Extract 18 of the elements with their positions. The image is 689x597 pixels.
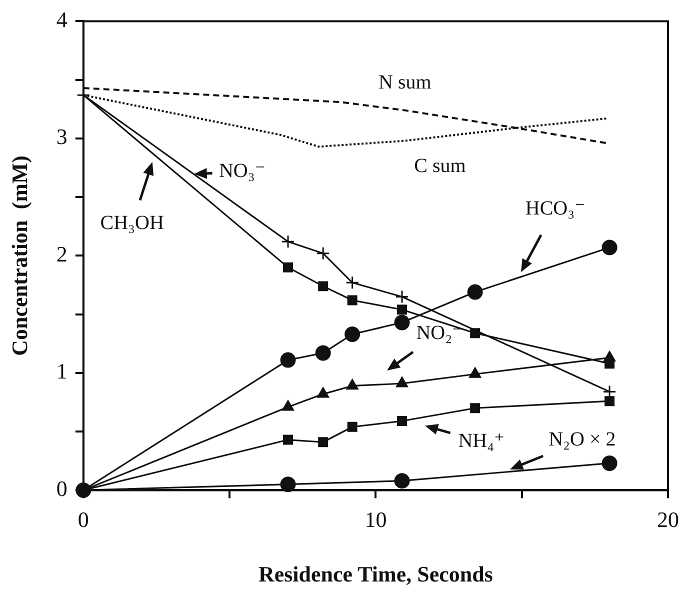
y-tick-label: 1 [56, 358, 68, 384]
x-tick-label: 20 [657, 507, 679, 532]
x-tick-label: 10 [364, 507, 387, 532]
annotation: HCO₃⁻ [525, 197, 586, 220]
annotation: N sum [378, 72, 432, 94]
y-tick-label: 3 [56, 124, 68, 150]
y-axis-title: Concentration (mM) [6, 155, 32, 356]
annotation: N₂O × 2 [548, 428, 616, 450]
annotation: CH₃OH [100, 212, 164, 234]
annotation: NO₂⁻ [416, 322, 463, 344]
annotation: NH₄⁺ [458, 430, 505, 452]
y-tick-label: 2 [56, 241, 68, 266]
x-axis-title: Residence Time, Seconds [258, 561, 494, 586]
annotation: C sum [414, 154, 466, 177]
annotation: NO₃⁻ [218, 160, 266, 182]
x-tick-label: 0 [78, 507, 89, 532]
y-tick-label: 4 [56, 6, 68, 32]
y-tick-label: 0 [56, 476, 68, 501]
